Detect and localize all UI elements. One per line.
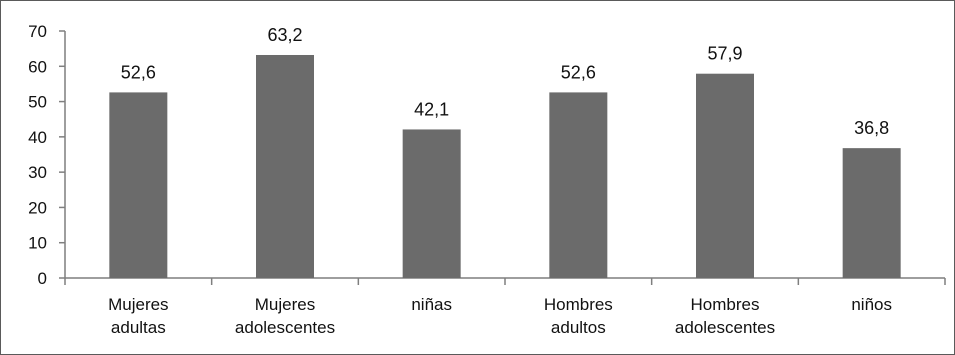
- data-label-5: 36,8: [854, 118, 889, 138]
- category-label-4-line-1: adolescentes: [675, 318, 775, 337]
- category-label-0-line-0: Mujeres: [108, 295, 168, 314]
- data-label-2: 42,1: [414, 99, 449, 119]
- y-tick-label-0: 0: [38, 269, 47, 288]
- y-tick-label-30: 30: [28, 163, 47, 182]
- category-label-5-line-0: niños: [851, 295, 892, 314]
- bar-5: [842, 148, 901, 278]
- category-label-3-line-0: Hombres: [544, 295, 613, 314]
- category-label-3-line-1: adultos: [551, 318, 606, 337]
- y-tick-label-20: 20: [28, 198, 47, 217]
- data-label-3: 52,6: [561, 62, 596, 82]
- bar-1: [256, 54, 314, 278]
- data-label-1: 63,2: [267, 25, 302, 45]
- category-label-0-line-1: adultas: [111, 318, 166, 337]
- category-label-2-line-0: niñas: [411, 295, 452, 314]
- y-tick-label-50: 50: [28, 93, 47, 112]
- y-tick-label-60: 60: [28, 57, 47, 76]
- data-label-0: 52,6: [121, 62, 156, 82]
- category-label-1-line-0: Mujeres: [255, 295, 315, 314]
- bar-2: [402, 129, 461, 278]
- bar-4: [696, 73, 754, 279]
- y-tick-label-10: 10: [28, 234, 47, 253]
- category-label-4-line-0: Hombres: [691, 295, 760, 314]
- category-label-1-line-1: adolescentes: [235, 318, 335, 337]
- y-tick-label-70: 70: [28, 22, 47, 41]
- bar-3: [549, 92, 608, 278]
- bar-0: [109, 92, 168, 278]
- data-label-4: 57,9: [707, 44, 742, 64]
- y-tick-label-40: 40: [28, 128, 47, 147]
